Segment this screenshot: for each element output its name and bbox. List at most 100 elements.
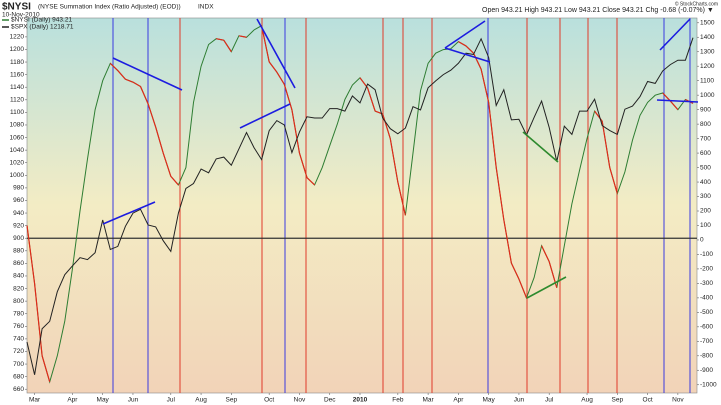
y2-tick-label: 900 [700, 106, 711, 113]
x-tick-label: Jun [514, 397, 525, 404]
down-segment [298, 152, 308, 178]
down-segment [109, 62, 119, 71]
y2-tick-label: 1200 [700, 63, 715, 70]
x-tick-label: May [483, 397, 496, 404]
y-tick-label: 1120 [10, 97, 24, 104]
y2-tick-label: 1100 [700, 77, 714, 84]
x-tick-label: Aug [195, 397, 207, 404]
down-segment [155, 126, 164, 154]
y2-tick-label: -600 [700, 324, 713, 331]
down-segment [238, 35, 247, 38]
down-segment [458, 41, 467, 47]
x-tick-label: Jul [167, 397, 176, 404]
y2-tick-label: 300 [700, 193, 711, 200]
x-tick-label: Jul [545, 397, 554, 404]
legend-label: $SPX (Daily) 1218.71 [11, 24, 74, 31]
down-segment [216, 38, 224, 41]
down-segment [162, 152, 172, 177]
y2-tick-label: 1300 [700, 48, 715, 55]
quote: Open 943.21 High 943.21 Low 943.21 Close… [482, 7, 714, 14]
y-tick-label: 1180 [10, 59, 24, 66]
y2-tick-label: 0 [700, 237, 704, 244]
y2-tick-label: 1500 [700, 19, 715, 26]
down-segment [223, 39, 232, 53]
y2-tick-label: -800 [700, 353, 713, 360]
y-tick-label: 1140 [10, 84, 24, 91]
down-segment [366, 87, 376, 112]
y2-tick-label: -200 [700, 266, 713, 273]
down-segment [291, 109, 301, 154]
y-tick-label: 680 [13, 373, 24, 380]
down-segment [601, 121, 611, 168]
chart-title: (NYSE Summation Index (Ratio Adjusted) (… [38, 4, 181, 11]
down-segment [117, 70, 126, 80]
y-tick-label: 800 [13, 298, 24, 305]
x-tick-label: Oct [264, 397, 274, 404]
y2-tick-label: -700 [700, 338, 713, 345]
x-tick-label: Sep [226, 397, 238, 404]
down-segment [33, 283, 43, 356]
y2-tick-label: -500 [700, 309, 713, 316]
y-tick-label: 960 [13, 197, 24, 204]
down-segment [480, 68, 490, 103]
down-segment [261, 25, 270, 62]
down-segment [397, 181, 406, 216]
x-tick-label: Nov [294, 397, 306, 404]
down-segment [503, 219, 512, 264]
legend-label: $NYSI (Daily) 943.21 [11, 17, 72, 24]
y-tick-label: 880 [13, 248, 24, 255]
y-tick-label: 1200 [10, 46, 25, 53]
down-segment [472, 52, 482, 70]
y2-tick-label: 600 [700, 150, 711, 157]
y2-tick-label: 700 [700, 135, 711, 142]
series-line [26, 37, 694, 375]
y-tick-label: 1000 [10, 172, 25, 179]
x-tick-label: 2010 [353, 397, 368, 404]
y2-tick-label: 1400 [700, 34, 715, 41]
x-tick-label: Mar [423, 397, 435, 404]
y2-tick-label: -400 [700, 295, 713, 302]
y-tick-label: 700 [13, 361, 24, 368]
y2-tick-label: 200 [700, 208, 711, 215]
down-segment [170, 175, 179, 186]
y2-tick-label: 800 [700, 121, 711, 128]
y-tick-label: 840 [13, 273, 24, 280]
y-tick-label: 940 [13, 210, 24, 217]
y2-tick-label: -900 [700, 367, 713, 374]
y2-tick-label: -100 [700, 251, 713, 258]
y2-tick-label: 500 [700, 164, 711, 171]
y-tick-label: 1220 [10, 34, 25, 41]
y-tick-label: 780 [13, 310, 24, 317]
down-segment [609, 167, 618, 194]
exchange: INDX [198, 4, 214, 11]
x-tick-label: Oct [643, 397, 653, 404]
down-segment [662, 92, 671, 102]
y2-tick-label: -1000 [700, 381, 717, 388]
down-segment [139, 86, 149, 105]
y-tick-label: 720 [13, 348, 24, 355]
down-segment [268, 61, 278, 73]
y2-tick-label: -300 [700, 280, 713, 287]
y-tick-label: 740 [13, 336, 24, 343]
down-segment [495, 167, 505, 220]
down-segment [147, 103, 157, 128]
down-segment [276, 71, 285, 85]
date: 10-Nov-2010 [2, 12, 40, 19]
down-segment [510, 262, 520, 280]
down-segment [382, 113, 391, 139]
down-segment [541, 245, 550, 262]
x-tick-label: Apr [67, 397, 78, 404]
y-tick-label: 1020 [10, 159, 25, 166]
y-tick-label: 900 [13, 235, 24, 242]
y-tick-label: 660 [13, 386, 24, 393]
trend-lines [102, 18, 699, 299]
down-segment [389, 138, 399, 183]
y-tick-label: 1080 [10, 122, 25, 129]
down-segment [518, 278, 528, 299]
y-tick-label: 1100 [10, 109, 24, 116]
down-segment [125, 78, 134, 83]
x-tick-label: Aug [581, 397, 593, 404]
y-tick-label: 1040 [10, 147, 25, 154]
x-tick-label: Feb [392, 397, 404, 404]
down-segment [132, 81, 141, 88]
